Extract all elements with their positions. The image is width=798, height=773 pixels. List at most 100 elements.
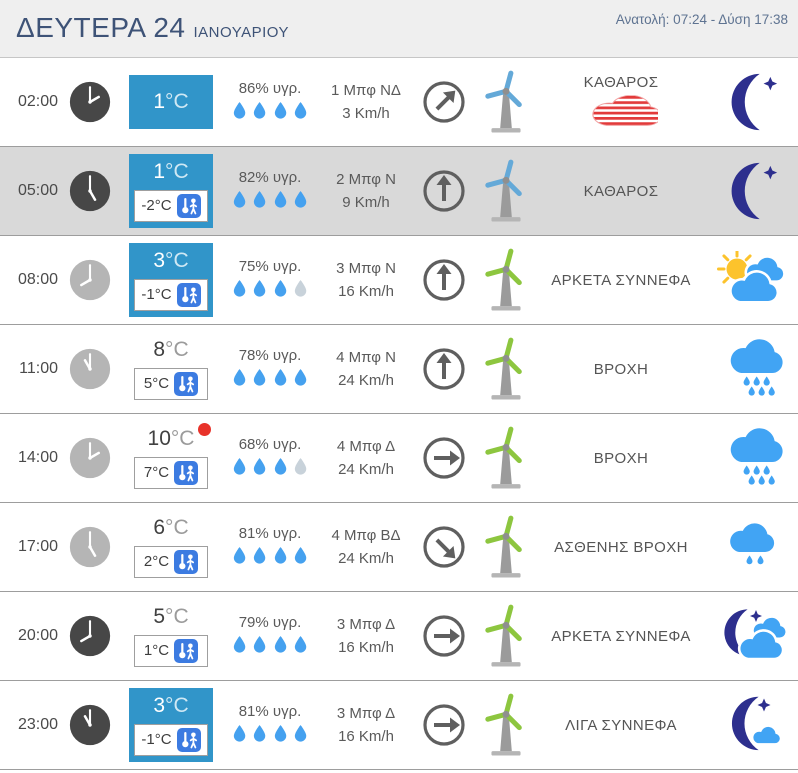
temperature-value: 3°C [153, 694, 189, 718]
forecast-header: ΔΕΥΤΕΡΑ 24 ΙΑΝΟΥΑΡΙΟΥ Ανατολή: 07:24 - Δ… [0, 0, 798, 58]
time-label: 23:00 [17, 716, 58, 733]
wind-turbine-icon [472, 426, 540, 490]
wind-speed: 24 Km/h [338, 461, 394, 478]
wind-beaufort-direction: 3 Μπφ Δ [336, 615, 396, 633]
wind-turbine-icon [472, 70, 540, 134]
weather-description-block: ΑΡΚΕΤΑ ΣΥΝΝΕΦΑ [540, 272, 702, 289]
feels-like-box: 2°C [134, 545, 208, 578]
humidity-value: 86% υγρ. [238, 79, 302, 97]
feels-like-thermometer-person-icon [174, 549, 199, 574]
feels-like-box: -2°C [134, 189, 208, 222]
feels-like-box: 5°C [134, 367, 208, 400]
wind-direction-arrow-icon [416, 167, 472, 215]
temperature-block: 3°C -1°C [129, 688, 213, 762]
clock-icon [62, 168, 118, 214]
drop-active-icon [292, 546, 309, 570]
clock-icon [62, 257, 118, 303]
forecast-row[interactable]: 11:00 8°C 5°C 78% υγρ. [0, 325, 798, 414]
wind-speed: 24 Km/h [338, 372, 394, 389]
forecast-row[interactable]: 02:00 1°C 86% υγρ. 1 Μπφ ΝΔ 3 Km/h [0, 58, 798, 147]
weather-description-block: ΛΙΓΑ ΣΥΝΝΕΦΑ [540, 717, 702, 734]
time-label: 08:00 [17, 271, 58, 288]
wind-block: 3 Μπφ Δ 16 Km/h [316, 702, 416, 749]
feels-like-thermometer-person-icon [174, 371, 199, 396]
temperature-block: 1°C -2°C [129, 154, 213, 228]
drop-active-icon [292, 635, 309, 659]
drop-active-icon [231, 101, 248, 125]
drop-active-icon [272, 190, 289, 214]
drop-active-icon [251, 101, 268, 125]
forecast-row[interactable]: 17:00 6°C 2°C 81% υγρ. [0, 503, 798, 592]
forecast-row[interactable]: 14:00 10°C 7°C 68% υγρ. [0, 414, 798, 503]
wind-speed: 16 Km/h [338, 639, 394, 656]
drop-active-icon [231, 279, 248, 303]
weather-description: ΑΡΚΕΤΑ ΣΥΝΝΕΦΑ [551, 271, 691, 289]
humidity-drops-icon [231, 190, 308, 214]
wind-direction-arrow-icon [416, 434, 472, 482]
rain-heavy-icon [702, 427, 798, 489]
wind-block: 1 Μπφ ΝΔ 3 Km/h [316, 79, 416, 126]
humidity-block: 79% υγρ. [224, 614, 316, 659]
weather-description: ΛΙΓΑ ΣΥΝΝΕΦΑ [565, 716, 677, 734]
humidity-block: 82% υγρ. [224, 169, 316, 214]
temperature-block: 5°C 1°C [129, 599, 213, 672]
humidity-drops-icon [231, 724, 308, 748]
clock-icon [62, 346, 118, 392]
sun-clouds-icon [702, 251, 798, 309]
wind-block: 3 Μπφ Δ 16 Km/h [316, 613, 416, 660]
wind-direction-arrow-icon [416, 523, 472, 571]
time-label: 20:00 [17, 627, 58, 644]
forecast-row[interactable]: 20:00 5°C 1°C 79% υγρ. [0, 592, 798, 681]
wind-turbine-icon [472, 337, 540, 401]
humidity-value: 81% υγρ. [238, 702, 302, 720]
drop-active-icon [292, 101, 309, 125]
weather-description: ΚΑΘΑΡΟΣ [583, 182, 659, 200]
temperature-block: 8°C 5°C [129, 332, 213, 405]
feels-like-value: -2°C [141, 197, 172, 215]
wind-block: 3 Μπφ Ν 16 Km/h [316, 257, 416, 304]
clock-icon [62, 435, 118, 481]
drop-inactive-icon [292, 279, 309, 303]
temperature-value: 8°C [153, 338, 189, 362]
drop-active-icon [272, 635, 289, 659]
weather-description-block: ΒΡΟΧΗ [540, 361, 702, 378]
sunrise-sunset-times: Ανατολή: 07:24 - Δύση 17:38 [615, 12, 788, 27]
drop-active-icon [272, 368, 289, 392]
feels-like-box: -1°C [134, 278, 208, 311]
temperature-block: 3°C -1°C [129, 243, 213, 317]
forecast-row[interactable]: 08:00 3°C -1°C 75% υγρ. [0, 236, 798, 325]
humidity-block: 68% υγρ. [224, 436, 316, 481]
wind-direction-arrow-icon [416, 612, 472, 660]
feels-like-box: -1°C [134, 723, 208, 756]
weather-description: ΑΡΚΕΤΑ ΣΥΝΝΕΦΑ [551, 627, 691, 645]
forecast-row[interactable]: 23:00 3°C -1°C 81% υγρ. [0, 681, 798, 770]
weather-description-block: ΚΑΘΑΡΟΣ [540, 183, 702, 200]
time-label: 17:00 [17, 538, 58, 555]
forecast-row[interactable]: 05:00 1°C -2°C 82% υγρ. [0, 147, 798, 236]
weather-description-block: ΚΑΘΑΡΟΣ [540, 74, 702, 130]
temperature-value: 6°C [153, 516, 189, 540]
drop-active-icon [231, 457, 248, 481]
humidity-value: 75% υγρ. [238, 257, 302, 275]
humidity-drops-icon [231, 546, 308, 570]
clock-icon [62, 79, 118, 125]
moon-cloud-small-icon [702, 694, 798, 756]
day-title: ΔΕΥΤΕΡΑ 24 [16, 12, 186, 43]
humidity-value: 68% υγρ. [238, 435, 302, 453]
drop-active-icon [251, 724, 268, 748]
wind-beaufort-direction: 3 Μπφ Ν [336, 259, 396, 277]
feels-like-thermometer-person-icon [176, 727, 201, 752]
drop-active-icon [251, 279, 268, 303]
feels-like-value: 1°C [143, 642, 170, 660]
wind-turbine-icon [472, 693, 540, 757]
drop-active-icon [231, 190, 248, 214]
temperature-block: 6°C 2°C [129, 510, 213, 583]
feels-like-value: -1°C [141, 286, 172, 304]
humidity-value: 78% υγρ. [238, 346, 302, 364]
rain-heavy-icon [702, 338, 798, 400]
feels-like-thermometer-person-icon [174, 638, 199, 663]
drop-active-icon [251, 635, 268, 659]
time-label: 11:00 [19, 360, 58, 377]
wind-turbine-icon [472, 248, 540, 312]
feels-like-box: 1°C [134, 634, 208, 667]
